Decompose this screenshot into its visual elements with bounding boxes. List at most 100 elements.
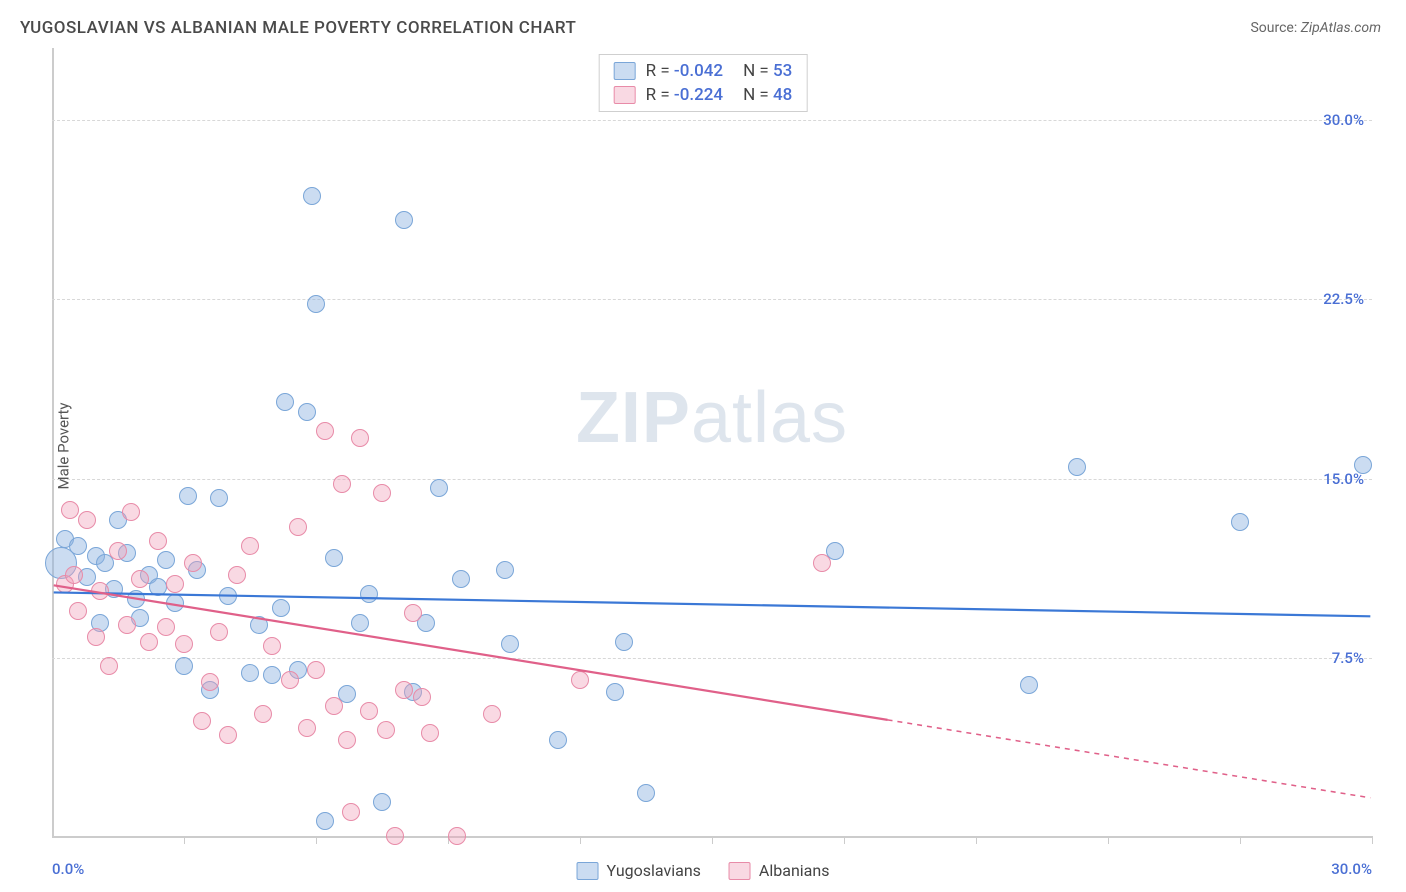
point-albanian [263, 637, 281, 655]
point-albanian [91, 582, 109, 600]
point-yugoslavian [272, 599, 290, 617]
point-albanian [421, 724, 439, 742]
point-albanian [386, 827, 404, 845]
point-yugoslavian [549, 731, 567, 749]
point-yugoslavian [219, 587, 237, 605]
point-albanian [307, 661, 325, 679]
legend-n-label: N = 53 [743, 61, 792, 81]
source-value: ZipAtlas.com [1301, 20, 1381, 36]
point-yugoslavian [325, 549, 343, 567]
series-legend-item: Yugoslavians [577, 861, 701, 880]
point-albanian [241, 537, 259, 555]
legend-r-label: R = -0.042 [646, 61, 723, 81]
x-tick [1372, 836, 1373, 844]
point-yugoslavian [69, 537, 87, 555]
point-albanian [395, 681, 413, 699]
point-albanian [228, 566, 246, 584]
point-yugoslavian [501, 635, 519, 653]
point-yugoslavian [316, 812, 334, 830]
point-albanian [342, 803, 360, 821]
legend-row: R = -0.042 N = 53 [614, 61, 793, 81]
point-albanian [175, 635, 193, 653]
point-albanian [281, 671, 299, 689]
legend-n-label: N = 48 [743, 85, 792, 105]
point-albanian [166, 575, 184, 593]
y-tick-label: 30.0% [1323, 111, 1364, 129]
y-tick-label: 15.0% [1323, 470, 1364, 488]
point-yugoslavian [179, 487, 197, 505]
point-albanian [184, 554, 202, 572]
point-albanian [201, 673, 219, 691]
legend-series-label: Albanians [759, 861, 830, 880]
point-albanian [377, 721, 395, 739]
point-albanian [289, 518, 307, 536]
point-albanian [360, 702, 378, 720]
point-yugoslavian [395, 211, 413, 229]
series-legend: Yugoslavians Albanians [577, 861, 830, 880]
point-albanian [61, 501, 79, 519]
point-albanian [571, 671, 589, 689]
point-albanian [193, 712, 211, 730]
x-tick [580, 836, 581, 844]
point-albanian [109, 542, 127, 560]
trend-line [54, 592, 1371, 616]
y-axis-line [52, 48, 54, 836]
x-tick [1108, 836, 1109, 844]
point-yugoslavian [430, 479, 448, 497]
x-tick [712, 836, 713, 844]
point-yugoslavian [1231, 513, 1249, 531]
point-albanian [404, 604, 422, 622]
source-label: Source: [1250, 20, 1297, 36]
point-yugoslavian [1020, 676, 1038, 694]
x-tick [844, 836, 845, 844]
point-yugoslavian [1068, 458, 1086, 476]
point-yugoslavian [157, 551, 175, 569]
watermark-text: ZIPatlas [576, 377, 848, 459]
point-yugoslavian [175, 657, 193, 675]
point-albanian [140, 633, 158, 651]
legend-r-label: R = -0.224 [646, 85, 723, 105]
point-albanian [373, 484, 391, 502]
x-tick [184, 836, 185, 844]
legend-swatch [614, 86, 636, 104]
point-albanian [69, 602, 87, 620]
point-yugoslavian [351, 614, 369, 632]
point-yugoslavian [263, 666, 281, 684]
point-albanian [100, 657, 118, 675]
legend-series-label: Yugoslavians [607, 861, 701, 880]
chart-container: YUGOSLAVIAN VS ALBANIAN MALE POVERTY COR… [0, 0, 1406, 892]
gridline [52, 658, 1372, 659]
point-albanian [118, 616, 136, 634]
point-albanian [413, 688, 431, 706]
point-yugoslavian [1354, 456, 1372, 474]
x-tick [1240, 836, 1241, 844]
point-yugoslavian [241, 664, 259, 682]
legend-swatch [729, 862, 751, 880]
point-albanian [122, 503, 140, 521]
legend-swatch [577, 862, 599, 880]
point-albanian [87, 628, 105, 646]
x-tick [976, 836, 977, 844]
point-yugoslavian [373, 793, 391, 811]
point-yugoslavian [298, 403, 316, 421]
point-albanian [351, 429, 369, 447]
point-yugoslavian [276, 393, 294, 411]
point-albanian [65, 566, 83, 584]
chart-title: YUGOSLAVIAN VS ALBANIAN MALE POVERTY COR… [20, 18, 576, 38]
point-albanian [131, 570, 149, 588]
point-yugoslavian [452, 570, 470, 588]
series-legend-item: Albanians [729, 861, 830, 880]
point-albanian [338, 731, 356, 749]
point-albanian [298, 719, 316, 737]
gridline [52, 299, 1372, 300]
source-attribution: Source: ZipAtlas.com [1250, 20, 1381, 36]
point-yugoslavian [307, 295, 325, 313]
x-axis-max-label: 30.0% [1331, 860, 1372, 878]
x-axis-min-label: 0.0% [52, 860, 84, 878]
gridline [52, 120, 1372, 121]
point-albanian [333, 475, 351, 493]
point-yugoslavian [606, 683, 624, 701]
plot-area: ZIPatlas 7.5%15.0%22.5%30.0% [52, 48, 1372, 838]
point-yugoslavian [166, 594, 184, 612]
trend-lines-svg [52, 48, 1372, 836]
